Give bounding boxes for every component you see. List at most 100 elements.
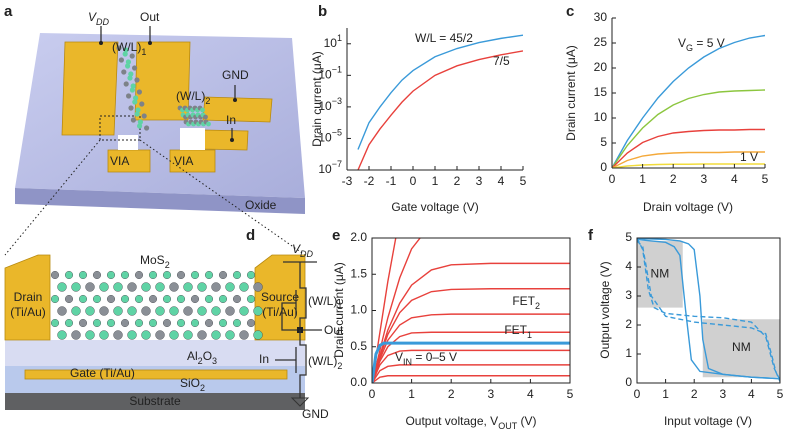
out-pad [134,41,191,121]
atom [203,114,208,120]
y-tick-label: 2 [625,317,632,331]
x-tick-label: 3 [487,387,494,401]
x-tick-label: 3 [700,172,707,186]
label: Out [324,323,344,337]
atom [128,71,134,77]
y-tick-label: 5 [625,230,632,244]
atom [183,282,193,292]
atom [141,282,151,292]
series-line [372,349,570,383]
label: GND [222,68,249,82]
atom [92,271,101,280]
series-line [357,50,523,170]
gnd-pad [202,96,273,123]
atom [141,113,147,119]
x-tick-label: 0 [410,174,417,188]
noise-margin [637,240,683,308]
y-tick-label: 20 [594,60,608,74]
y-tick-label: 0 [625,375,632,389]
x-tick-label: 1 [662,387,669,401]
series-line [637,238,780,381]
y-tick-label: 15 [594,85,608,99]
atom [129,53,135,59]
atom [127,282,137,292]
chart: 0 1 2 3 4 5 0 5 10 15 20 25 30 Drain voltage (V) Drain… [564,10,768,214]
x-tick-label: 5 [777,387,784,401]
atom [123,81,129,87]
label: GND [302,407,329,421]
atom [125,63,131,69]
atom [116,45,122,51]
x-tick-label: 3 [476,174,483,188]
y-tick-label: 10−1 [318,65,342,82]
series-line [637,240,780,382]
y-tick-label: 1.5 [350,266,367,280]
x-tick-label: 3 [719,387,726,401]
atom [133,95,139,101]
atom [127,75,133,81]
atom [204,295,213,304]
y-tick-label: 0 [600,160,607,174]
atom [239,282,249,292]
atom [99,306,109,316]
atom [155,330,165,340]
atom [113,306,123,316]
atom [57,306,67,316]
atom [129,87,135,93]
atom [113,330,123,340]
series-line [612,128,765,168]
atom [197,282,207,292]
series-line [372,262,570,383]
atom [225,330,235,340]
atom [92,295,101,304]
atom [134,271,143,280]
atom [148,295,157,304]
atom [253,282,263,292]
atom [232,271,241,280]
x-tick-label: -3 [342,174,353,188]
atom [169,282,179,292]
atom [218,319,227,328]
series-line [372,364,570,383]
arrow [180,128,205,150]
atom [239,330,249,340]
y-tick-label: 10−3 [318,96,342,113]
atom [162,319,171,328]
label: (W/L)1 [112,40,146,57]
label: (Ti/Au) [262,305,298,319]
atom [118,57,124,63]
atom [148,319,157,328]
atom [135,107,141,113]
x-tick-label: 1 [408,387,415,401]
y-tick-label: 10 [594,110,608,124]
series-line [612,34,765,168]
atom [78,271,87,280]
panel-letter: f [588,227,594,244]
atom [253,330,263,340]
chart: NM NM 0 1 2 3 4 5 0 1 2 3 4 5 Input voltage (V) Output … [598,230,783,428]
atom [190,319,199,328]
atom [106,271,115,280]
atom [148,271,157,280]
atom [134,319,143,328]
atom [144,125,150,131]
atom [128,105,134,111]
x-tick-label: -1 [386,174,397,188]
panel-letter: a [4,3,13,20]
x-axis-label: Output voltage, VOUT (V) [405,414,536,431]
y-tick-label: 101 [324,33,342,50]
atom [155,282,165,292]
x-axis-label: Drain voltage (V) [643,200,733,214]
atom [99,282,109,292]
series-line [372,375,570,383]
atom [137,123,143,129]
atom [141,306,151,316]
chart: 0 1 2 3 4 5 0.0 0.5 1.0 1.5 2.0 Output voltage, VOU… [332,230,573,431]
al2o3 [5,340,305,366]
atom [51,295,60,304]
atom [122,51,128,57]
x-tick-label: 5 [762,172,769,186]
atom [120,271,129,280]
atom [78,295,87,304]
atom [106,319,115,328]
